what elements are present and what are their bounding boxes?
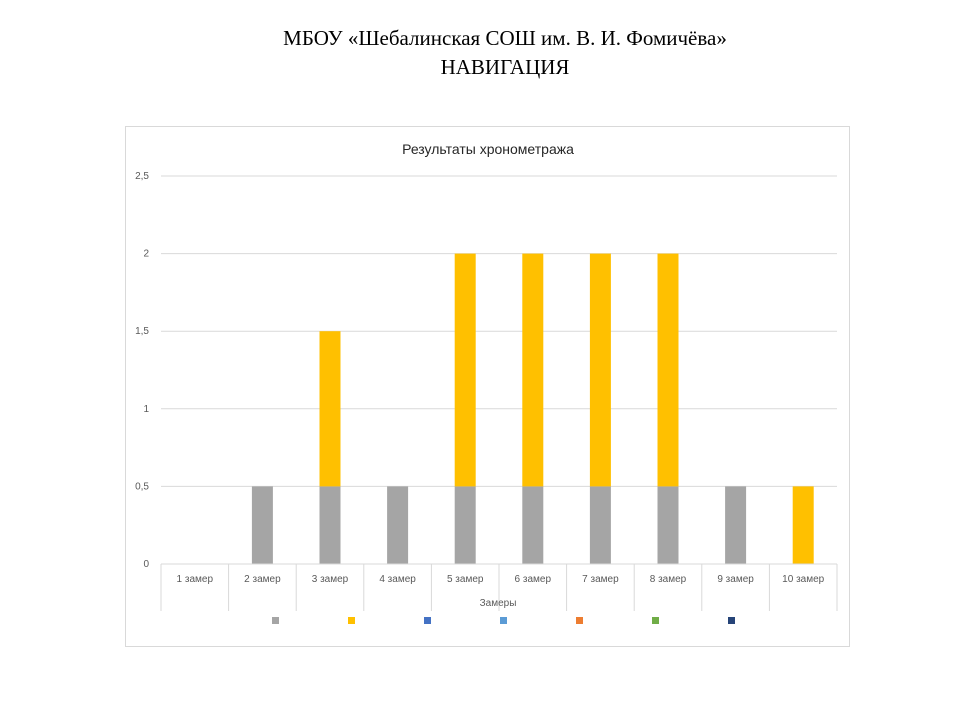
x-axis-title: Замеры [480, 598, 517, 609]
page-header: МБОУ «Шебалинская СОШ им. В. И. Фомичёва… [0, 24, 960, 82]
axes: 0 0,5 1 1,5 2 2,5 1 замер 2 замер 3 замер 4 замер… [135, 171, 838, 611]
bar-segment [387, 486, 409, 564]
bar-segment [522, 253, 544, 487]
x-tick-label: 8 замер [650, 574, 687, 585]
bars [251, 253, 814, 564]
y-tick-label: 2 [143, 249, 149, 260]
x-tick-label: 9 замер [717, 574, 754, 585]
y-tick-label: 0 [143, 559, 149, 570]
bar-segment [319, 331, 341, 487]
bar-segment [319, 486, 341, 564]
bar-segment [657, 253, 679, 487]
chart-title: Результаты хронометража [402, 141, 574, 157]
legend-marker [728, 617, 735, 624]
y-tick-label: 2,5 [135, 171, 149, 182]
bar-segment [251, 486, 273, 564]
x-tick-label: 6 замер [515, 574, 552, 585]
x-tick-label: 1 замер [177, 574, 214, 585]
bar-segment [522, 486, 544, 564]
legend-marker [424, 617, 431, 624]
x-tick-label: 3 замер [312, 574, 349, 585]
bar-segment [589, 486, 611, 564]
bar-segment [657, 486, 679, 564]
legend-marker [348, 617, 355, 624]
bar-segment [589, 253, 611, 487]
x-tick-label: 4 замер [379, 574, 416, 585]
legend-marker [652, 617, 659, 624]
timing-results-chart: 0 0,5 1 1,5 2 2,5 1 замер 2 замер 3 замер 4 замер… [135, 141, 838, 624]
school-name: МБОУ «Шебалинская СОШ им. В. И. Фомичёва… [283, 26, 727, 50]
page-title: НАВИГАЦИЯ [440, 55, 570, 79]
x-tick-label: 7 замер [582, 574, 619, 585]
y-tick-label: 1 [143, 404, 149, 415]
legend [272, 617, 735, 624]
y-tick-label: 1,5 [135, 326, 149, 337]
bar-segment [725, 486, 747, 564]
bar-segment [454, 486, 476, 564]
legend-marker [576, 617, 583, 624]
gridlines [161, 175, 837, 487]
legend-marker [272, 617, 279, 624]
bar-segment [454, 253, 476, 487]
legend-marker [500, 617, 507, 624]
bar-segment [792, 486, 814, 564]
y-tick-label: 0,5 [135, 481, 149, 492]
chart-container: 0 0,5 1 1,5 2 2,5 1 замер 2 замер 3 замер 4 замер… [125, 126, 850, 647]
x-tick-label: 5 замер [447, 574, 484, 585]
x-tick-label: 2 замер [244, 574, 281, 585]
x-tick-label: 10 замер [782, 574, 824, 585]
